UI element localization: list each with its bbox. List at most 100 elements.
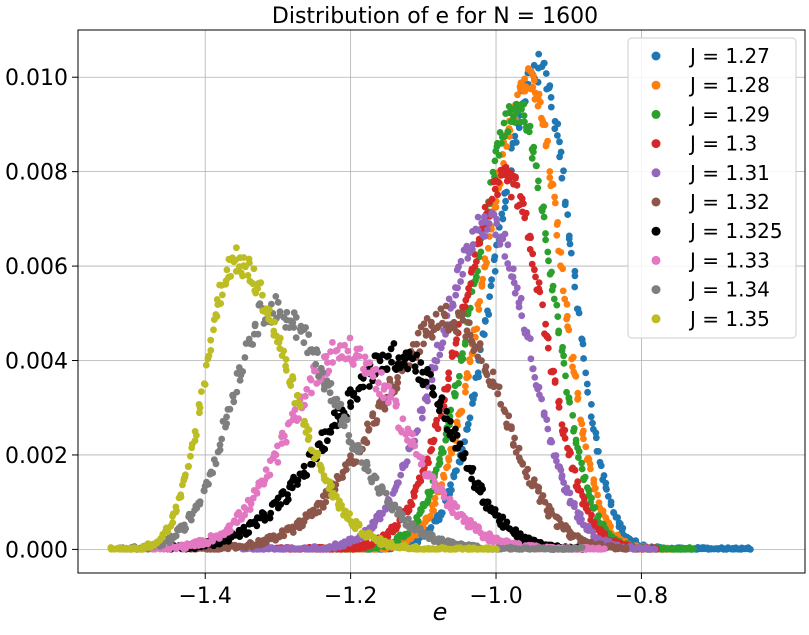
data-point xyxy=(513,284,521,292)
data-point xyxy=(308,389,315,397)
x-tick-label: −1.2 xyxy=(324,584,377,609)
data-point xyxy=(350,361,357,368)
data-point xyxy=(461,341,469,348)
data-point xyxy=(268,300,275,308)
data-point xyxy=(318,465,325,472)
data-point xyxy=(475,226,482,234)
data-point xyxy=(498,139,505,147)
data-point xyxy=(562,372,569,380)
data-point xyxy=(326,389,334,397)
data-point xyxy=(578,465,586,473)
data-point xyxy=(450,318,458,326)
data-point xyxy=(510,279,518,287)
data-point xyxy=(486,293,493,300)
data-point xyxy=(540,203,547,211)
data-point xyxy=(434,425,442,433)
data-point xyxy=(418,414,426,422)
data-point xyxy=(566,489,574,497)
data-point xyxy=(558,174,566,182)
data-point xyxy=(531,266,538,274)
data-point xyxy=(440,494,448,501)
data-point xyxy=(262,466,270,473)
data-point xyxy=(469,241,477,248)
data-point xyxy=(325,367,333,375)
data-point xyxy=(507,193,515,201)
data-point xyxy=(373,417,381,424)
data-point xyxy=(542,236,549,244)
data-point xyxy=(395,506,403,513)
data-point xyxy=(274,459,282,466)
data-point xyxy=(494,390,502,398)
data-point xyxy=(296,402,304,410)
data-point xyxy=(574,389,582,397)
data-point xyxy=(463,242,471,250)
data-point xyxy=(571,500,578,507)
legend-item: J = 1.27 xyxy=(651,44,770,68)
data-point xyxy=(571,283,579,291)
data-point xyxy=(542,70,550,77)
data-point xyxy=(305,426,313,434)
data-point xyxy=(431,500,439,507)
data-point xyxy=(544,137,551,145)
data-point xyxy=(159,534,166,541)
data-point xyxy=(571,272,579,280)
data-point xyxy=(488,195,496,203)
data-point xyxy=(366,359,373,367)
data-point xyxy=(492,203,500,211)
data-point xyxy=(582,443,590,451)
data-point xyxy=(469,465,477,472)
data-point xyxy=(501,253,509,260)
data-point xyxy=(553,457,560,465)
data-point xyxy=(478,357,485,365)
data-point xyxy=(267,509,275,517)
data-point xyxy=(337,400,345,408)
data-point xyxy=(499,513,507,521)
data-point xyxy=(523,328,531,336)
data-point xyxy=(587,465,594,473)
data-point xyxy=(575,309,583,317)
data-point xyxy=(249,494,257,502)
legend-item: J = 1.32 xyxy=(651,190,770,214)
data-point xyxy=(467,280,475,288)
data-point xyxy=(567,449,574,457)
data-point xyxy=(544,334,552,342)
data-point xyxy=(409,430,416,438)
legend-item: J = 1.31 xyxy=(651,161,770,185)
data-point xyxy=(559,287,567,295)
data-point xyxy=(536,288,544,296)
data-point xyxy=(453,336,460,343)
data-point xyxy=(437,344,445,352)
data-point xyxy=(591,519,598,526)
data-point xyxy=(284,420,292,428)
legend-box xyxy=(627,37,797,339)
data-point xyxy=(580,435,587,443)
x-axis-label: e xyxy=(433,598,448,626)
data-point xyxy=(511,132,519,140)
data-point xyxy=(437,305,445,313)
data-point xyxy=(241,354,249,361)
data-point xyxy=(572,372,580,380)
data-point xyxy=(529,250,537,258)
data-point xyxy=(551,377,559,385)
data-point xyxy=(352,458,360,466)
data-point xyxy=(445,369,453,377)
data-point xyxy=(452,425,459,433)
data-point xyxy=(504,241,512,249)
data-point xyxy=(554,219,562,226)
data-point xyxy=(473,325,481,333)
data-point xyxy=(319,368,327,376)
data-point xyxy=(592,434,600,442)
data-point xyxy=(450,473,458,481)
data-point xyxy=(511,119,519,126)
data-point xyxy=(424,397,431,405)
data-point xyxy=(436,351,444,359)
data-point xyxy=(529,83,537,91)
data-point xyxy=(601,545,608,552)
data-point xyxy=(563,388,570,396)
data-point xyxy=(560,167,567,175)
data-point xyxy=(274,298,282,306)
data-point xyxy=(254,285,261,292)
data-point xyxy=(527,355,535,363)
data-point xyxy=(381,405,389,413)
data-point xyxy=(492,231,499,239)
